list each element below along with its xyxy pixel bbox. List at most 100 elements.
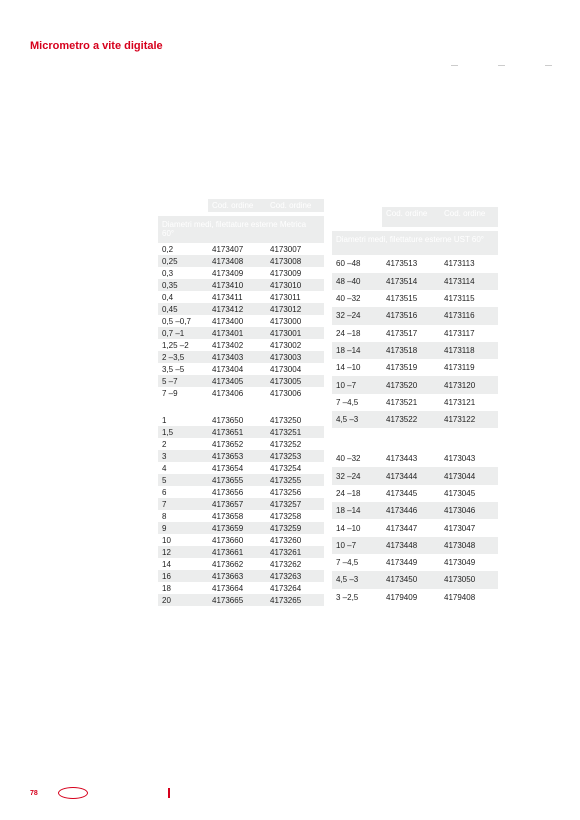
table-row: 40 –3241735154173115 bbox=[332, 290, 498, 307]
cell-pitch: 24 –18 bbox=[332, 485, 382, 502]
cell-code: 4173651 bbox=[208, 426, 266, 438]
cell-code: 4173662 bbox=[208, 558, 266, 570]
cell-pitch: 18 bbox=[158, 582, 208, 594]
table-row: 3 –2,541794094179408 bbox=[332, 589, 498, 606]
table-row: 741736574173257 bbox=[158, 498, 324, 510]
top-label: — bbox=[451, 62, 458, 69]
section-ust: Diametri medi, filettature esterne UST 6… bbox=[332, 231, 498, 255]
cell-code: 4173447 bbox=[382, 519, 440, 536]
cell-pitch: 7 –4,5 bbox=[332, 394, 382, 411]
cell-code: 4173259 bbox=[266, 522, 324, 534]
table-row: 3,5 –541734044173004 bbox=[158, 363, 324, 375]
table-row: 4,5 –341735224173122 bbox=[332, 411, 498, 428]
cell-pitch: 60 –48 bbox=[332, 255, 382, 272]
table-row: 14 –1041734474173047 bbox=[332, 519, 498, 536]
cell-code: 4173658 bbox=[208, 510, 266, 522]
cell-code: 4173264 bbox=[266, 582, 324, 594]
cell-code: 4173407 bbox=[208, 243, 266, 255]
cell-code: 4173401 bbox=[208, 327, 266, 339]
cell-pitch: 0,45 bbox=[158, 303, 208, 315]
footer-bar-icon bbox=[168, 788, 170, 798]
cell-code: 4179409 bbox=[382, 589, 440, 606]
cell-code: 4173409 bbox=[208, 267, 266, 279]
cell-code: 4173263 bbox=[266, 570, 324, 582]
table-row: 7 –941734064173006 bbox=[158, 387, 324, 399]
cell-code: 4173520 bbox=[382, 376, 440, 393]
cell-code: 4173043 bbox=[440, 450, 498, 467]
cell-pitch: 18 –14 bbox=[332, 502, 382, 519]
page-footer: 78 bbox=[30, 786, 550, 800]
table-row: 14 –1041735194173119 bbox=[332, 359, 498, 376]
thread-table-right: Passo della filettatura in TPI Capruggin… bbox=[332, 186, 498, 606]
table-row: 24 –1841735174173117 bbox=[332, 325, 498, 342]
table-row: 641736564173256 bbox=[158, 486, 324, 498]
cell-code: 4173515 bbox=[382, 290, 440, 307]
cell-code: 4173049 bbox=[440, 554, 498, 571]
cell-code: 4173044 bbox=[440, 467, 498, 484]
cell-pitch: 16 bbox=[158, 570, 208, 582]
table-row: 32 –2441735164173116 bbox=[332, 307, 498, 324]
cell-code: 4173656 bbox=[208, 486, 266, 498]
cell-pitch: 40 –32 bbox=[332, 290, 382, 307]
table-row: 60 –4841735134173113 bbox=[332, 255, 498, 272]
cell-pitch: 0,35 bbox=[158, 279, 208, 291]
cell-code: 4173663 bbox=[208, 570, 266, 582]
cell-code: 4173260 bbox=[266, 534, 324, 546]
cell-code: 4173253 bbox=[266, 450, 324, 462]
cell-code: 4173521 bbox=[382, 394, 440, 411]
top-label: — bbox=[498, 62, 505, 69]
cell-code: 4173657 bbox=[208, 498, 266, 510]
cell-pitch: 14 –10 bbox=[332, 519, 382, 536]
table-row: 7 –4,541735214173121 bbox=[332, 394, 498, 411]
cell-pitch: 5 bbox=[158, 474, 208, 486]
cell-code: 4173115 bbox=[440, 290, 498, 307]
cell-code: 4173012 bbox=[266, 303, 324, 315]
table-row: 1841736644173264 bbox=[158, 582, 324, 594]
cell-pitch: 10 –7 bbox=[332, 376, 382, 393]
cell-pitch: 1,25 –2 bbox=[158, 339, 208, 351]
table-row: 941736594173259 bbox=[158, 522, 324, 534]
table-row: 1041736604173260 bbox=[158, 534, 324, 546]
cell-pitch: 0,5 –0,7 bbox=[158, 315, 208, 327]
table-row: 40 –3241734434173043 bbox=[332, 450, 498, 467]
cell-pitch: 3,5 –5 bbox=[158, 363, 208, 375]
section-whitworth: Whitworth 55 ° bbox=[332, 428, 498, 450]
top-label: — bbox=[545, 62, 552, 69]
hdr-code: Cod. ordine bbox=[208, 199, 266, 212]
cell-code: 4173513 bbox=[382, 255, 440, 272]
cell-code: 4173116 bbox=[440, 307, 498, 324]
cell-pitch: 10 –7 bbox=[332, 537, 382, 554]
cell-code: 4173047 bbox=[440, 519, 498, 536]
cell-code: 4173002 bbox=[266, 339, 324, 351]
cell-pitch: 32 –24 bbox=[332, 467, 382, 484]
table-row: 2 –3,541734034173003 bbox=[158, 351, 324, 363]
cell-code: 4173516 bbox=[382, 307, 440, 324]
cell-code: 4173250 bbox=[266, 414, 324, 426]
cell-code: 4173045 bbox=[440, 485, 498, 502]
hdr-pitch-tpi: Passo della filettatura in TPI bbox=[332, 186, 382, 227]
cell-code: 4173251 bbox=[266, 426, 324, 438]
cell-code: 4173007 bbox=[266, 243, 324, 255]
cell-pitch: 7 –4,5 bbox=[332, 554, 382, 571]
cell-code: 4173262 bbox=[266, 558, 324, 570]
cell-code: 4173445 bbox=[382, 485, 440, 502]
table-row: 1,25 –241734024173002 bbox=[158, 339, 324, 351]
cell-code: 4173522 bbox=[382, 411, 440, 428]
cell-code: 4173256 bbox=[266, 486, 324, 498]
cell-pitch: 3 –2,5 bbox=[332, 589, 382, 606]
cell-code: 4173113 bbox=[440, 255, 498, 272]
cell-code: 4173659 bbox=[208, 522, 266, 534]
cell-pitch: 7 bbox=[158, 498, 208, 510]
table-row: 0,241734074173007 bbox=[158, 243, 324, 255]
cell-pitch: 20 bbox=[158, 594, 208, 606]
cell-pitch: 40 –32 bbox=[332, 450, 382, 467]
cell-code: 4173400 bbox=[208, 315, 266, 327]
cell-code: 4173122 bbox=[440, 411, 498, 428]
table-row: 841736584173258 bbox=[158, 510, 324, 522]
cell-code: 4173654 bbox=[208, 462, 266, 474]
table-row: 10 –741735204173120 bbox=[332, 376, 498, 393]
table-row: 241736524173252 bbox=[158, 438, 324, 450]
cell-code: 4173410 bbox=[208, 279, 266, 291]
hdr-cap: Capruggine bbox=[382, 186, 440, 207]
cell-pitch: 4 bbox=[158, 462, 208, 474]
